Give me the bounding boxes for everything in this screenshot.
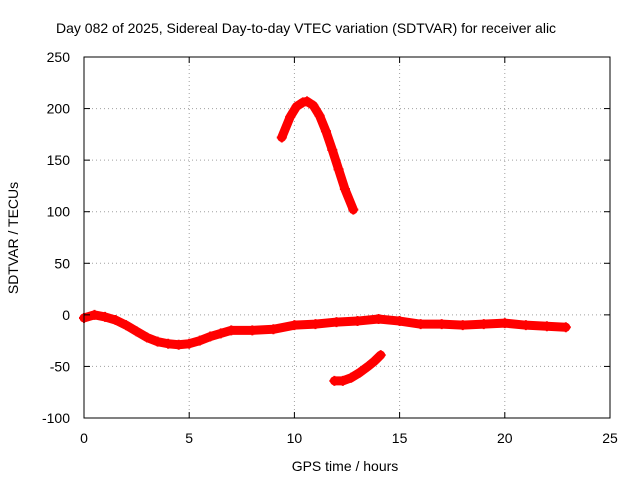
- data-point: [352, 316, 363, 327]
- x-tick-label: 25: [602, 430, 618, 446]
- data-point: [348, 204, 359, 215]
- data-point: [415, 319, 426, 330]
- data-point: [302, 96, 313, 107]
- x-tick-label: 0: [80, 430, 88, 446]
- y-tick-label: 100: [47, 204, 71, 220]
- y-tick-label: -50: [50, 358, 70, 374]
- y-axis-label: SDTVAR / TECUs: [5, 182, 21, 294]
- x-tick-label: 5: [185, 430, 193, 446]
- series-band: [277, 96, 358, 215]
- data-point: [247, 325, 258, 336]
- data-point: [520, 320, 531, 331]
- data-point: [457, 320, 468, 331]
- data-point: [173, 339, 184, 350]
- data-point: [337, 375, 348, 386]
- data-point: [541, 321, 552, 332]
- data-point: [215, 328, 226, 339]
- x-tick-label: 20: [497, 430, 513, 446]
- chart-title: Day 082 of 2025, Sidereal Day-to-day VTE…: [56, 20, 556, 36]
- data-point: [291, 101, 302, 112]
- data-point: [375, 350, 386, 361]
- data-point: [285, 111, 296, 122]
- data-point: [560, 322, 571, 333]
- data-point: [354, 367, 365, 378]
- data-point: [121, 320, 132, 331]
- series-track-low: [329, 350, 386, 386]
- data-point: [394, 316, 405, 327]
- x-tick-label: 10: [287, 430, 303, 446]
- data-point: [327, 144, 338, 155]
- data-point: [339, 184, 350, 195]
- y-tick-label: -100: [42, 410, 70, 426]
- data-point: [226, 325, 237, 336]
- data-point: [110, 315, 121, 326]
- axis-ticks: 0 5 10 15 20 25 -100 -50 0 50 100 150 200 250: [42, 49, 618, 446]
- data-point: [131, 326, 142, 337]
- x-tick-label: 15: [392, 430, 408, 446]
- data-point: [89, 309, 100, 320]
- data-point: [308, 100, 319, 111]
- data-point: [369, 356, 380, 367]
- data-point: [329, 375, 340, 386]
- y-tick-label: 150: [47, 152, 71, 168]
- y-tick-label: 0: [62, 307, 70, 323]
- data-point: [333, 164, 344, 175]
- data-point: [152, 336, 163, 347]
- data-point: [436, 319, 447, 330]
- data-point: [268, 324, 279, 335]
- data-series: [79, 96, 571, 386]
- data-point: [276, 132, 287, 143]
- y-tick-label: 50: [54, 255, 70, 271]
- data-point: [194, 335, 205, 346]
- data-point: [142, 332, 153, 343]
- data-point: [499, 318, 510, 329]
- data-point: [163, 338, 174, 349]
- y-tick-label: 200: [47, 101, 71, 117]
- data-point: [289, 320, 300, 331]
- data-point: [310, 319, 321, 330]
- data-point: [346, 372, 357, 383]
- data-point: [331, 317, 342, 328]
- data-point: [314, 110, 325, 121]
- data-point: [363, 361, 374, 372]
- data-point: [184, 338, 195, 349]
- plot-frame: [83, 56, 611, 419]
- series-track-peak: [276, 96, 359, 215]
- data-point: [100, 311, 111, 322]
- data-point: [478, 319, 489, 330]
- y-tick-label: 250: [47, 49, 71, 65]
- data-point: [373, 313, 384, 324]
- series-track-main: [79, 309, 571, 350]
- data-point: [320, 126, 331, 137]
- x-axis-label: GPS time / hours: [292, 458, 399, 474]
- data-point: [205, 331, 216, 342]
